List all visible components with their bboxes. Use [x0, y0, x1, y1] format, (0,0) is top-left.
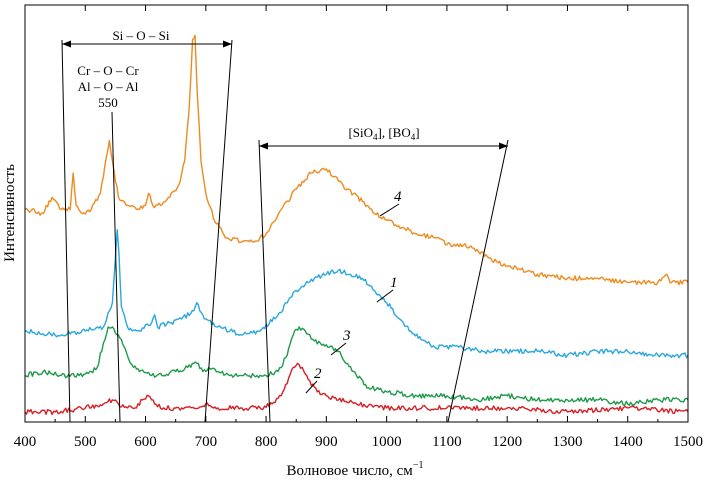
annotation-peak-550: 550 — [98, 95, 118, 110]
curve-4 — [24, 34, 689, 286]
sio4-left-guide — [258, 139, 271, 423]
curve-labels: 4 1 3 2 — [305, 189, 402, 394]
si-o-si-arrowhead-right — [223, 40, 232, 48]
y-axis-title: Интенсивность — [2, 164, 18, 262]
curve-label-4: 4 — [394, 189, 402, 205]
si-o-si-arrowhead-left — [62, 40, 71, 48]
curve-label-2: 2 — [314, 366, 322, 382]
x-axis-title: Волновое число, см−1 — [287, 460, 424, 479]
curve-1 — [25, 229, 689, 359]
curve-2 — [24, 362, 689, 416]
x-tick-label-600: 600 — [134, 434, 157, 450]
band-guide-lines — [61, 39, 509, 423]
annotation-al-o-al: Al – O – Al — [78, 79, 139, 94]
curve-label-leader-1 — [376, 289, 394, 303]
x-tick-label-1000: 1000 — [372, 434, 402, 450]
curve-label-leader-2 — [305, 380, 318, 394]
x-tick-label-1200: 1200 — [492, 434, 522, 450]
annotation-cr-o-cr: Cr – O – Cr — [77, 63, 139, 78]
x-axis-ticks: 400 500 600 700 800 900 1000 1100 1200 1300 1400 15… — [14, 5, 703, 450]
sio4-right-guide — [447, 139, 509, 423]
curve-label-1: 1 — [390, 275, 398, 291]
spectra-curves — [24, 34, 689, 416]
si-o-si-right-guide — [204, 39, 233, 423]
x-tick-label-1300: 1300 — [552, 434, 582, 450]
x-tick-label-1500: 1500 — [673, 434, 703, 450]
x-tick-label-800: 800 — [255, 434, 278, 450]
curve-label-3: 3 — [342, 328, 351, 344]
annotation-si-o-si: Si – O – Si — [112, 28, 169, 43]
x-tick-label-1400: 1400 — [613, 434, 643, 450]
annotation-sio4-bo4: [SiO4], [BO4] — [348, 125, 419, 142]
sio4-arrowhead-left — [259, 142, 268, 150]
x-tick-label-1100: 1100 — [432, 434, 461, 450]
x-tick-label-900: 900 — [315, 434, 338, 450]
x-tick-label-500: 500 — [74, 434, 97, 450]
x-tick-label-400: 400 — [14, 434, 37, 450]
si-o-si-left-guide — [61, 39, 71, 423]
peak-550-guide — [111, 111, 121, 423]
curve-label-leader-4 — [379, 203, 400, 217]
x-tick-label-700: 700 — [195, 434, 218, 450]
curve-3 — [24, 326, 689, 406]
curve-label-leader-3 — [330, 342, 347, 356]
sio4-arrowhead-right — [499, 142, 508, 150]
